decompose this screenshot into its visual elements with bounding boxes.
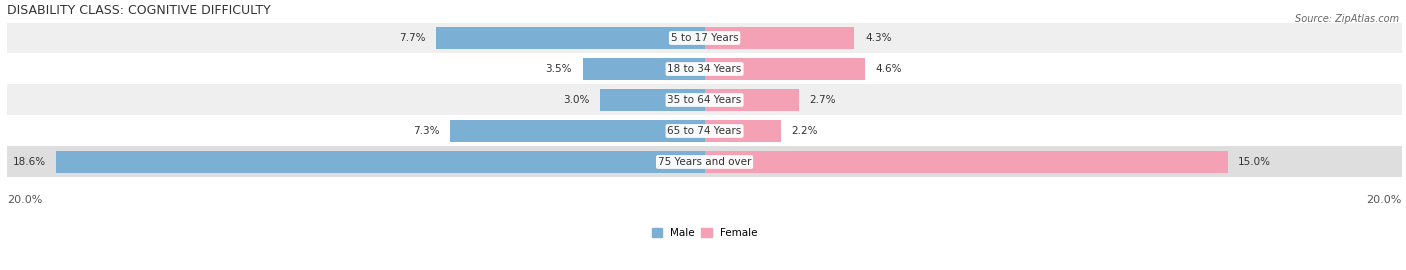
- Text: 7.3%: 7.3%: [413, 126, 440, 136]
- Text: 65 to 74 Years: 65 to 74 Years: [668, 126, 742, 136]
- Text: 3.0%: 3.0%: [564, 95, 589, 105]
- Bar: [7, 85, 1402, 116]
- Text: 15.0%: 15.0%: [1237, 157, 1271, 167]
- Bar: [450, 120, 704, 142]
- Text: DISABILITY CLASS: COGNITIVE DIFFICULTY: DISABILITY CLASS: COGNITIVE DIFFICULTY: [7, 4, 271, 17]
- Text: 20.0%: 20.0%: [7, 195, 42, 205]
- Bar: [704, 120, 782, 142]
- Bar: [704, 151, 1227, 173]
- Text: 18.6%: 18.6%: [13, 157, 45, 167]
- Text: 18 to 34 Years: 18 to 34 Years: [668, 64, 742, 74]
- Text: 4.3%: 4.3%: [865, 33, 891, 43]
- Text: Source: ZipAtlas.com: Source: ZipAtlas.com: [1295, 14, 1399, 23]
- Bar: [7, 22, 1402, 53]
- Text: 4.6%: 4.6%: [876, 64, 901, 74]
- Bar: [7, 53, 1402, 85]
- Bar: [600, 89, 704, 111]
- Bar: [704, 27, 855, 49]
- Bar: [7, 116, 1402, 147]
- Text: 75 Years and over: 75 Years and over: [658, 157, 751, 167]
- Text: 7.7%: 7.7%: [399, 33, 426, 43]
- Text: 20.0%: 20.0%: [1367, 195, 1402, 205]
- Bar: [56, 151, 704, 173]
- Text: 2.7%: 2.7%: [810, 95, 835, 105]
- Bar: [704, 89, 799, 111]
- Text: 2.2%: 2.2%: [792, 126, 818, 136]
- Bar: [582, 58, 704, 80]
- Bar: [7, 147, 1402, 177]
- Legend: Male, Female: Male, Female: [648, 224, 762, 242]
- Text: 3.5%: 3.5%: [546, 64, 572, 74]
- Text: 35 to 64 Years: 35 to 64 Years: [668, 95, 742, 105]
- Bar: [436, 27, 704, 49]
- Bar: [704, 58, 865, 80]
- Text: 5 to 17 Years: 5 to 17 Years: [671, 33, 738, 43]
